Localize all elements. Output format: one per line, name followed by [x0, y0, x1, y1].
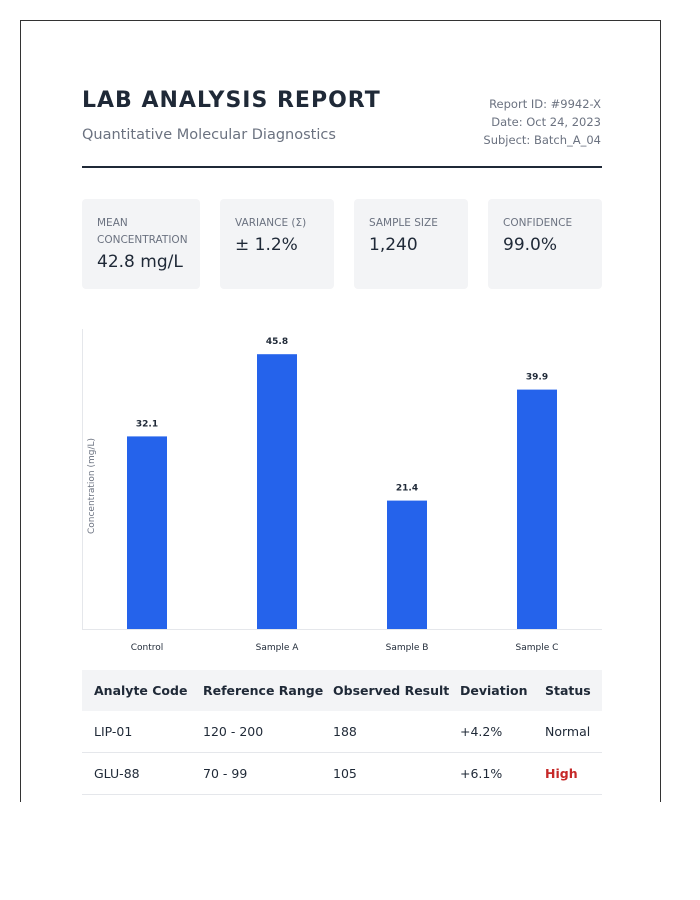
stat-label: CONFIDENCE: [503, 217, 573, 229]
col-status: Status: [545, 670, 602, 711]
concentration-chart: Concentration (mg/L) 32.1 Control 45.8 Sampl…: [82, 329, 602, 679]
report-title: LAB ANALYSIS REPORT: [82, 88, 381, 113]
bar-chart: Concentration (mg/L) 32.1 Control 45.8 Sampl…: [82, 329, 602, 653]
header-divider: [82, 166, 602, 168]
cell-status: Normal: [545, 711, 602, 753]
bar-value-label: 21.4: [396, 484, 418, 494]
report-meta: Report ID: #9942-X Date: Oct 24, 2023 Su…: [483, 95, 601, 149]
x-tick-label: Sample C: [516, 643, 559, 653]
report-date: Date: Oct 24, 2023: [491, 115, 601, 129]
stat-value: 1,240: [369, 235, 418, 255]
cell-reference-range: 70 - 99: [203, 752, 333, 795]
bar-sample-a: [257, 354, 297, 629]
stat-value: 99.0%: [503, 235, 558, 255]
bar-value-label: 39.9: [526, 373, 548, 383]
table-row: GLU-88 70 - 99 105 +6.1% High: [82, 752, 602, 795]
report-subject: Subject: Batch_A_04: [483, 133, 601, 147]
cell-observed-result: 188: [333, 711, 460, 753]
cell-reference-range: 120 - 200: [203, 711, 333, 753]
table-row: LIP-01 120 - 200 188 +4.2% Normal: [82, 711, 602, 753]
cell-observed-result: 105: [333, 752, 460, 795]
stat-label: MEAN CONCENTRATION: [97, 217, 188, 246]
col-reference-range: Reference Range: [203, 670, 333, 711]
report-id: Report ID: #9942-X: [489, 97, 601, 111]
col-observed-result: Observed Result: [333, 670, 460, 711]
bar-control: [127, 436, 167, 629]
bar-value-label: 32.1: [136, 419, 158, 429]
x-tick-label: Sample B: [386, 643, 429, 653]
cell-analyte-code: GLU-88: [82, 752, 203, 795]
y-axis-label: Concentration (mg/L): [87, 438, 97, 534]
stat-card-sample-size: SAMPLE SIZE 1,240: [354, 199, 468, 289]
bar-value-label: 45.8: [266, 337, 288, 347]
stat-card-variance: VARIANCE (σ) ± 1.2%: [220, 199, 334, 289]
stat-label: SAMPLE SIZE: [369, 217, 438, 229]
table-header-row: Analyte Code Reference Range Observed Re…: [82, 670, 602, 711]
stat-card-confidence: CONFIDENCE 99.0%: [488, 199, 602, 289]
stat-card-mean: MEAN CONCENTRATION 42.8 mg/L: [82, 199, 200, 289]
cell-status-high: High: [545, 752, 602, 795]
bar-sample-b: [387, 500, 427, 629]
report-subtitle: Quantitative Molecular Diagnostics: [82, 127, 336, 143]
col-deviation: Deviation: [460, 670, 545, 711]
analyte-table: Analyte Code Reference Range Observed Re…: [82, 670, 602, 795]
bar-sample-c: [517, 389, 557, 629]
cell-deviation: +4.2%: [460, 711, 545, 753]
cell-analyte-code: LIP-01: [82, 711, 203, 753]
x-tick-label: Control: [131, 643, 164, 653]
stat-label: VARIANCE (σ): [235, 217, 307, 229]
col-analyte-code: Analyte Code: [82, 670, 203, 711]
stat-value: ± 1.2%: [235, 235, 298, 255]
x-tick-label: Sample A: [256, 643, 300, 653]
cell-deviation: +6.1%: [460, 752, 545, 795]
report-sheet: LAB ANALYSIS REPORT Quantitative Molecul…: [20, 20, 661, 802]
stat-value: 42.8 mg/L: [97, 252, 183, 272]
